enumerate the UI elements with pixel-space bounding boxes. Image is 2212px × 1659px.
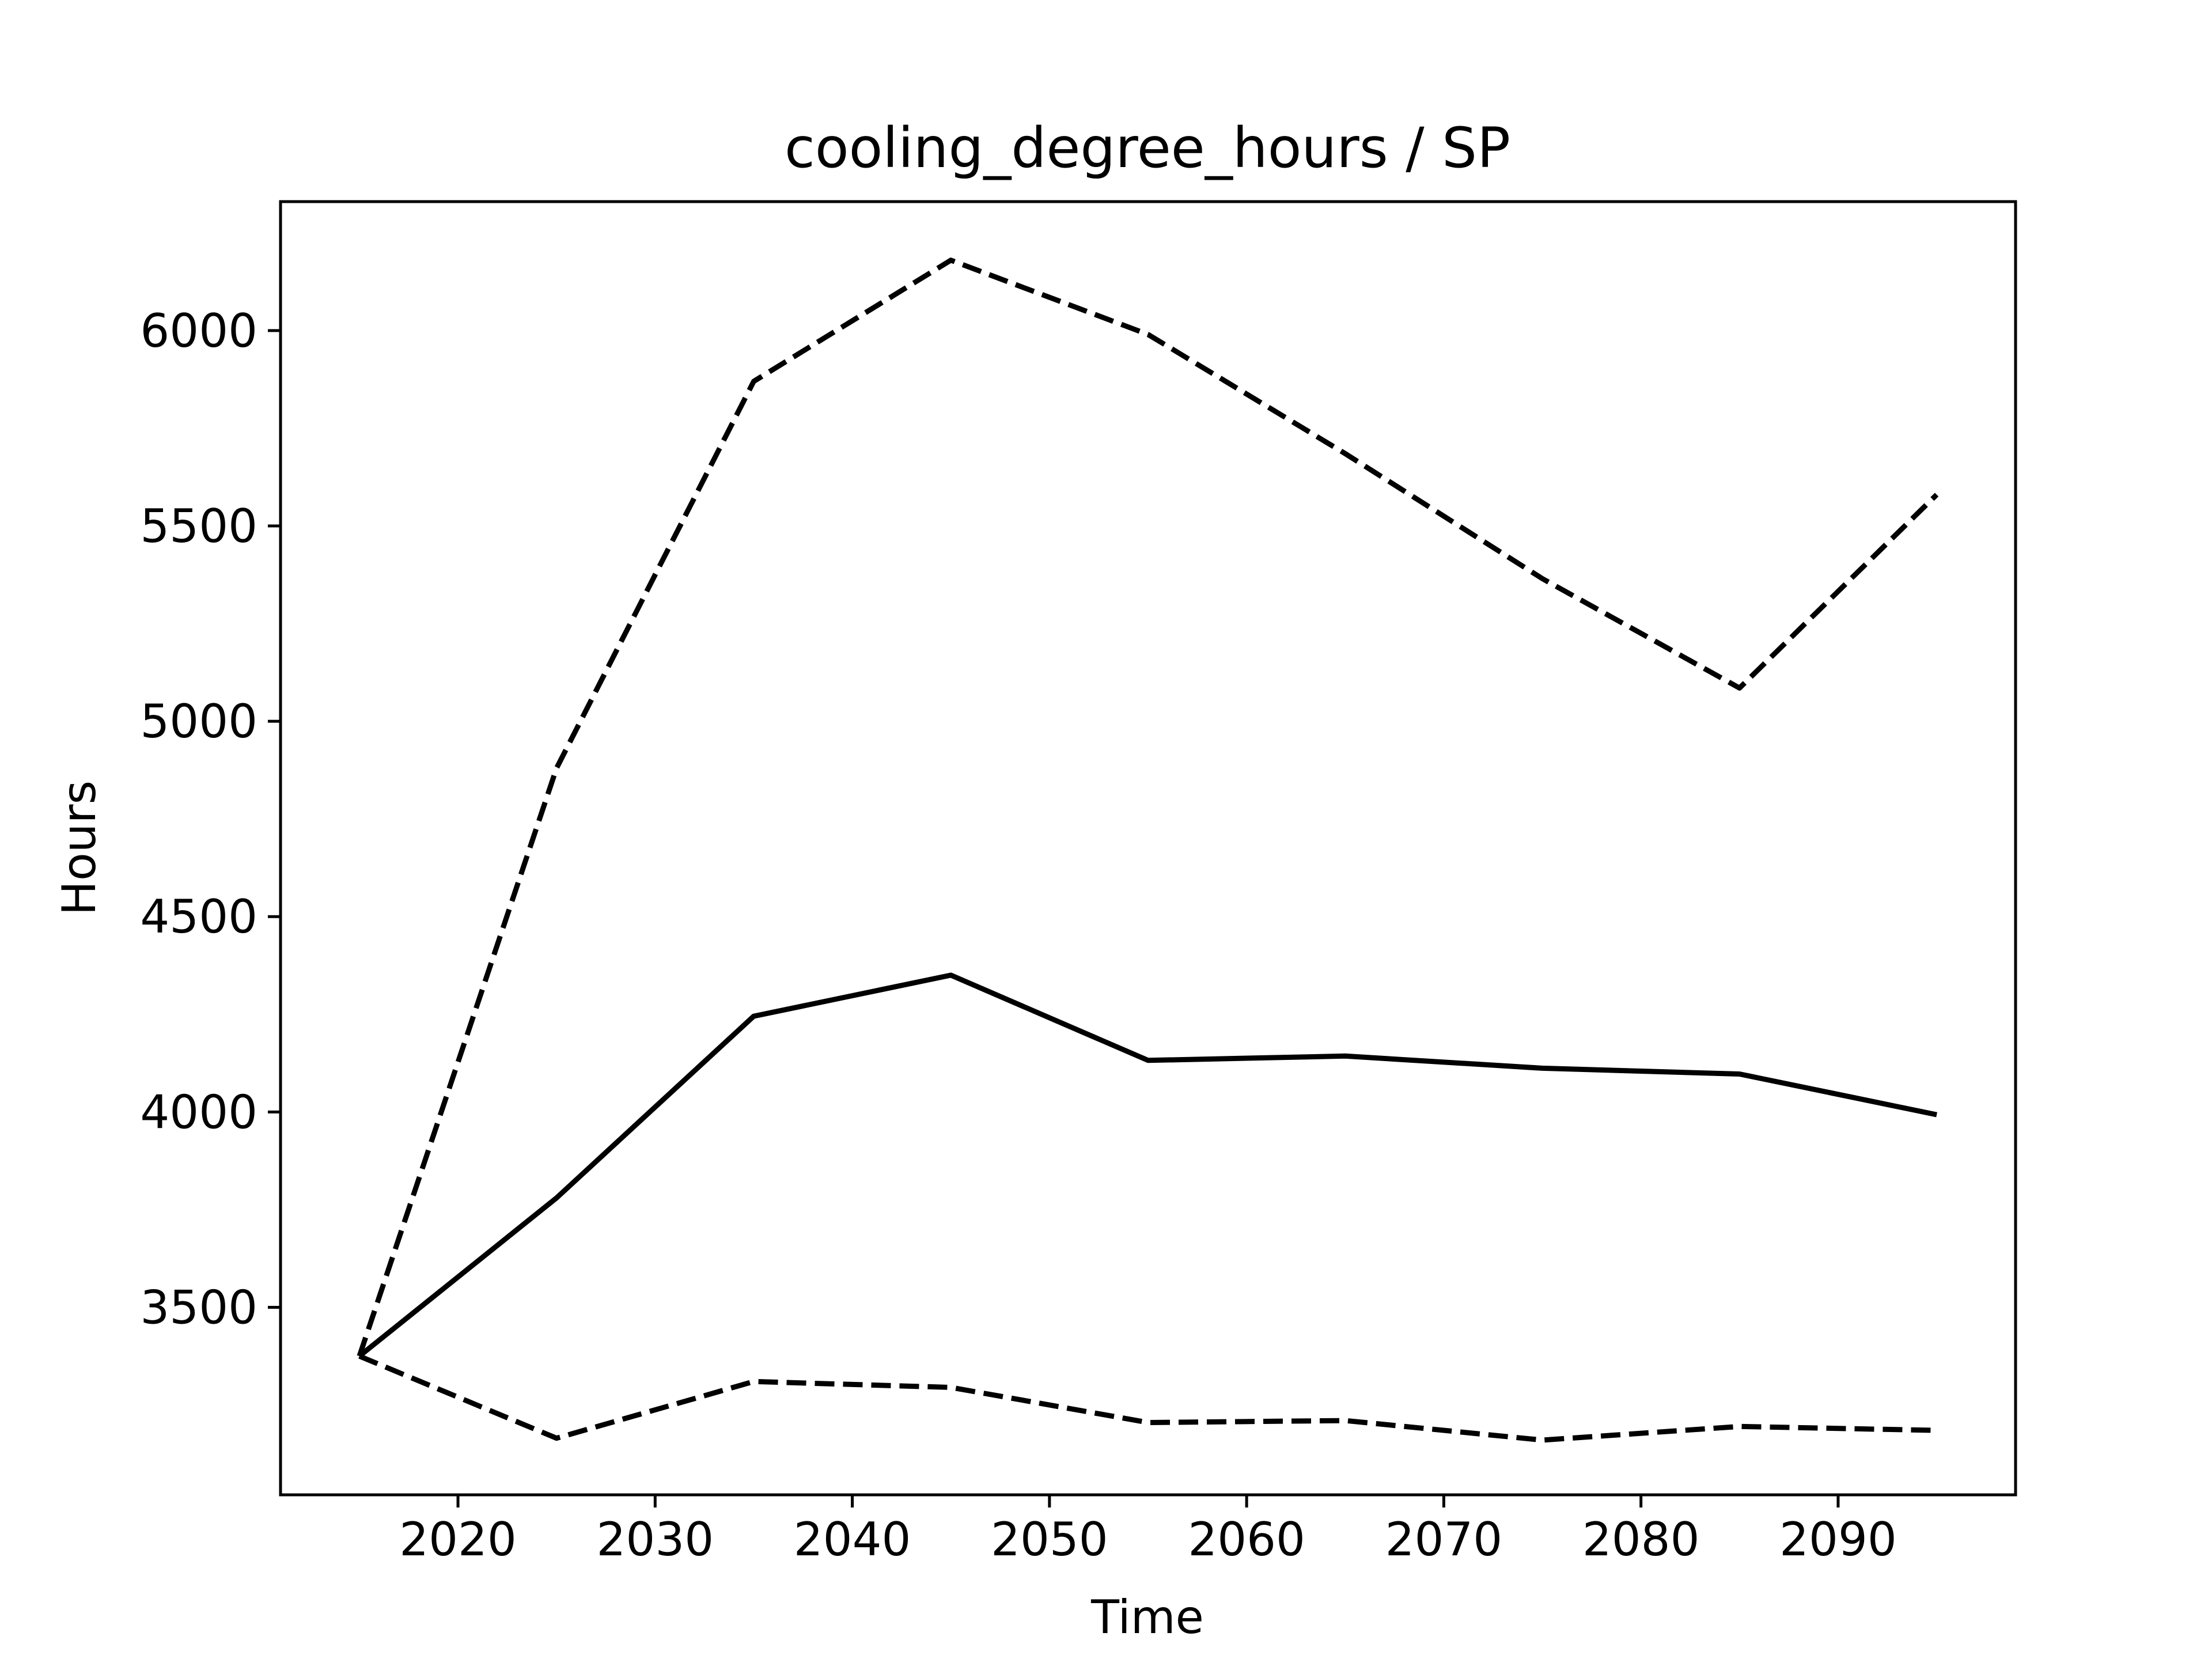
- x-tick-label: 2060: [1188, 1513, 1305, 1566]
- x-tick-label: 2020: [399, 1513, 517, 1566]
- x-tick-label: 2030: [597, 1513, 714, 1566]
- x-tick-label: 2050: [991, 1513, 1108, 1566]
- y-tick-label: 5000: [140, 695, 257, 748]
- x-axis-label: Time: [1090, 1590, 1204, 1644]
- series-line-3: [358, 1354, 1937, 1443]
- y-tick-label: 5500: [140, 499, 257, 553]
- x-tick-label: 2090: [1779, 1513, 1897, 1566]
- y-tick-label: 3500: [140, 1281, 257, 1334]
- chart-title: cooling_degree_hours / SP: [785, 116, 1510, 180]
- series-line-2: [357, 257, 1939, 1357]
- plot-frame: [279, 200, 2017, 1497]
- y-axis: 3500 4000 4500 5000 5500 6000: [140, 304, 281, 1334]
- x-tick-label: 2070: [1385, 1513, 1503, 1566]
- y-tick-label: 4500: [140, 890, 257, 944]
- x-tick-label: 2080: [1582, 1513, 1700, 1566]
- series-line-1: [358, 972, 1938, 1358]
- x-tick-label: 2040: [794, 1513, 911, 1566]
- y-tick-label: 4000: [140, 1085, 257, 1139]
- y-tick-label: 6000: [140, 304, 257, 358]
- x-axis: 2020 2030 2040 2050 2060 2070 2080 2090: [399, 1495, 1897, 1566]
- y-axis-label: Hours: [52, 781, 106, 915]
- series-layer: [357, 257, 1939, 1443]
